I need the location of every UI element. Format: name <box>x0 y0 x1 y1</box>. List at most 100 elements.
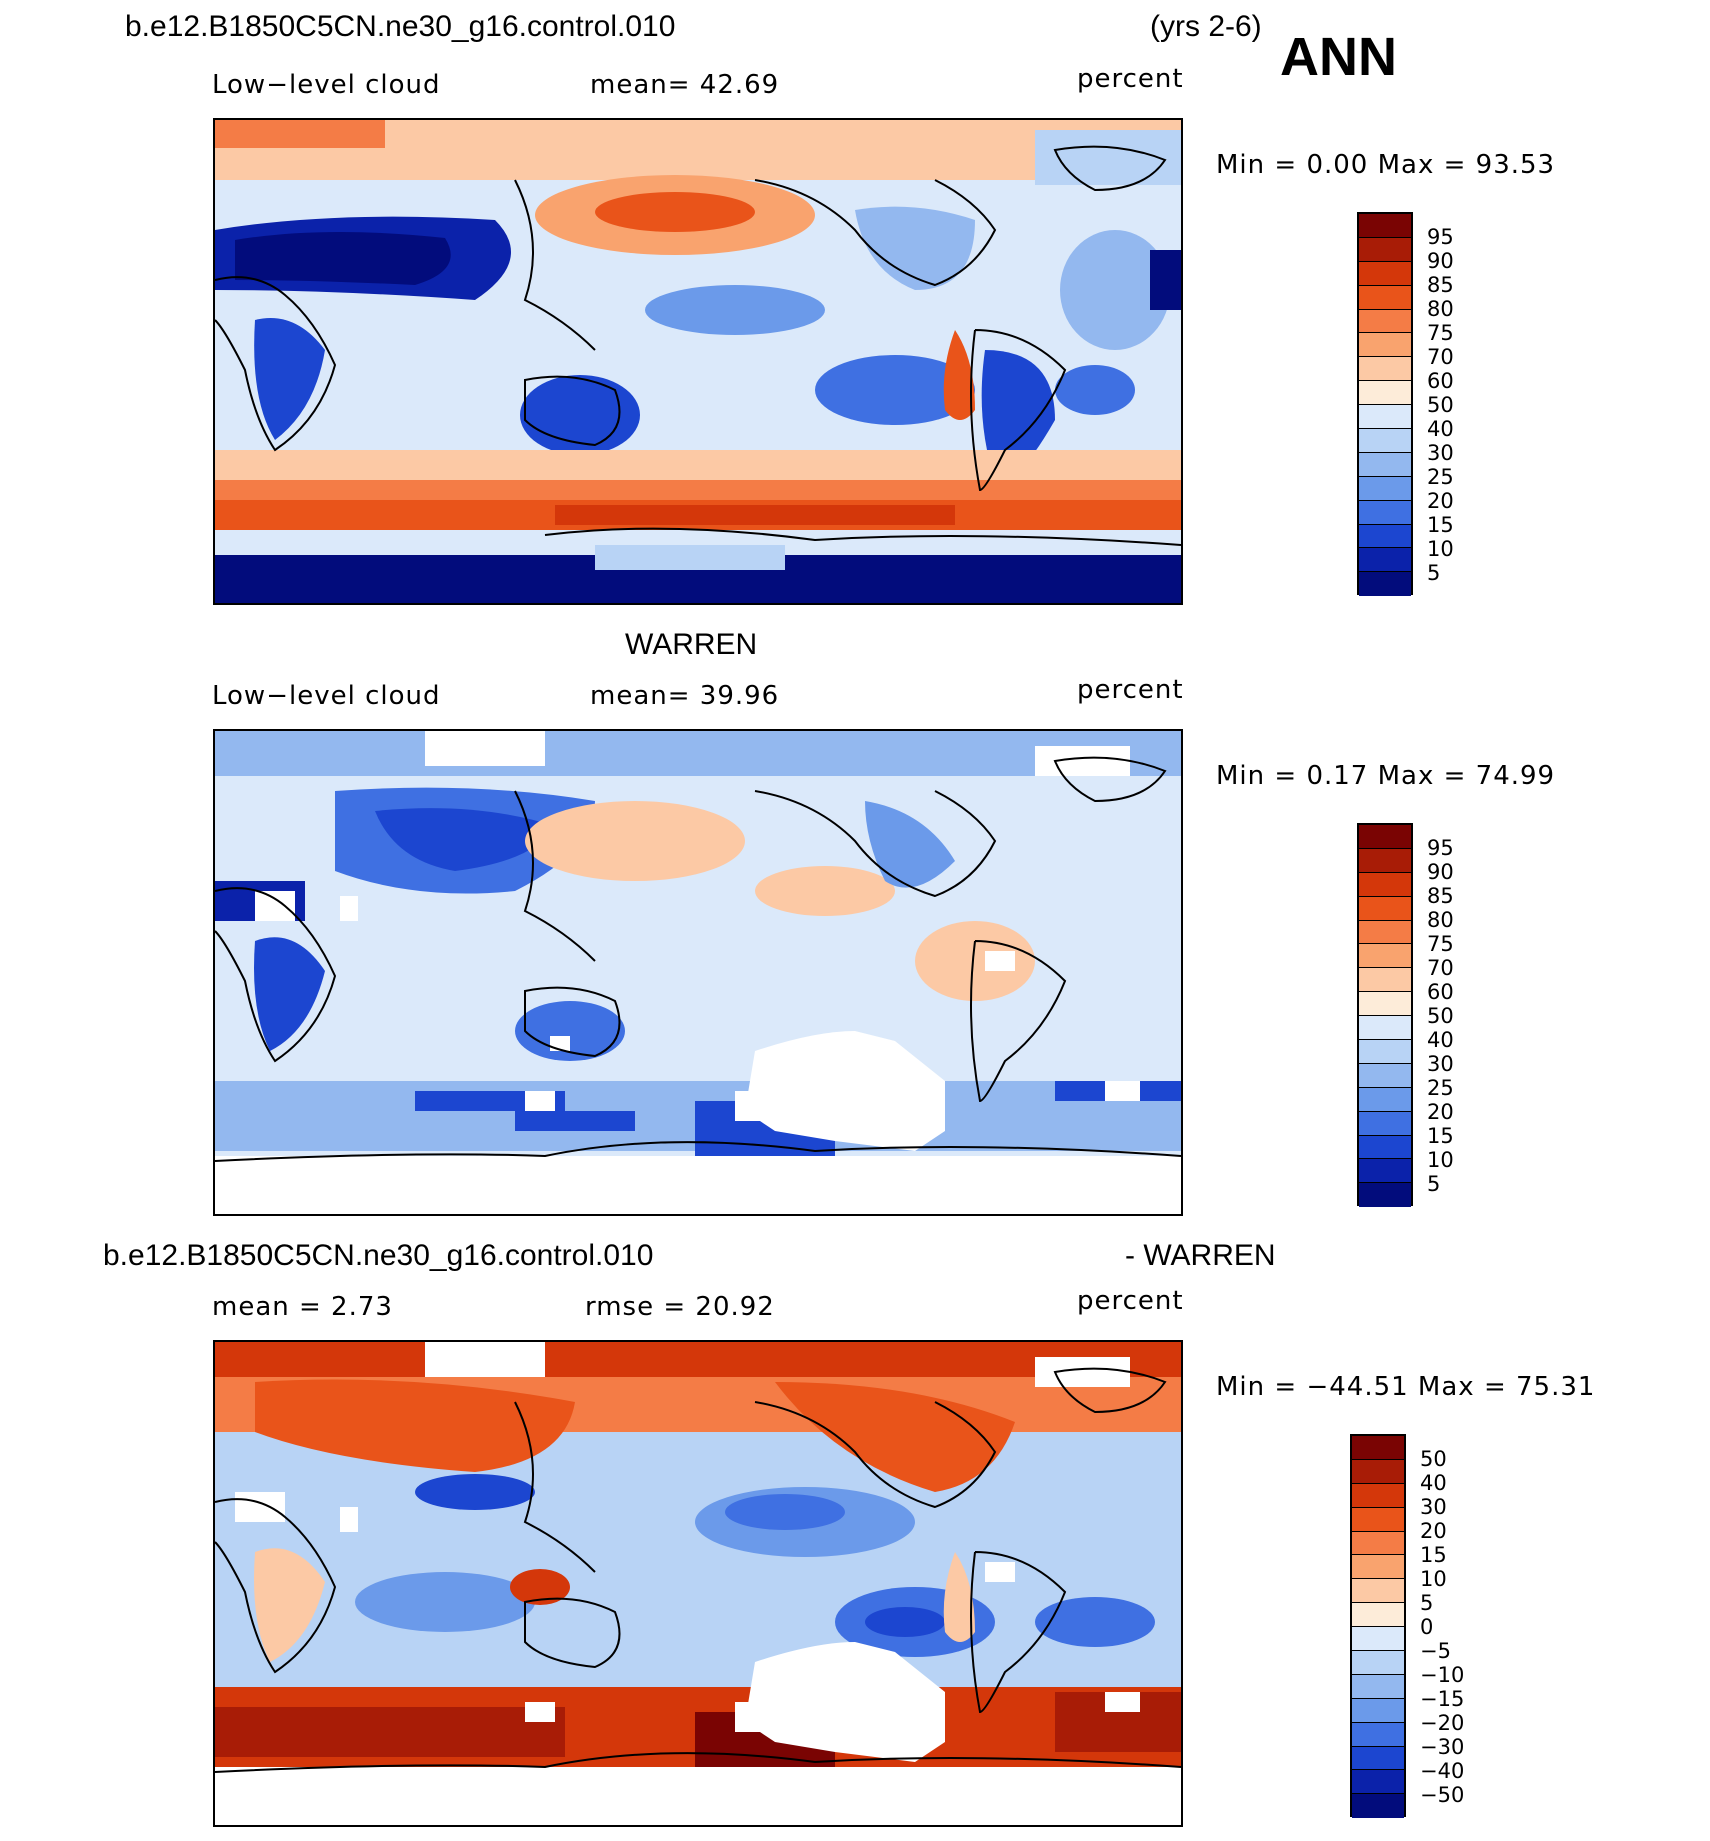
panel2-map <box>213 729 1183 1216</box>
panel2-cb-label: 40 <box>1427 1028 1454 1052</box>
panel2-colorbar <box>1357 823 1413 1208</box>
panel2-cb-label: 50 <box>1427 1004 1454 1028</box>
panel3-rmse: rmse = 20.92 <box>585 1292 775 1322</box>
panel2-colorbar-seg-7 <box>1359 992 1411 1017</box>
panel3-colorbar-seg-8 <box>1352 1627 1404 1652</box>
panel2-cb-label: 75 <box>1427 932 1454 956</box>
panel2-colorbar-seg-13 <box>1359 1135 1411 1160</box>
panel2-colorbar-seg-5 <box>1359 944 1411 969</box>
panel2-colorbar-seg-11 <box>1359 1087 1411 1112</box>
panel2-colorbar-seg-15 <box>1359 1183 1411 1208</box>
panel1-colorbar-seg-8 <box>1359 405 1411 430</box>
panel1-colorbar-seg-13 <box>1359 524 1411 549</box>
panel3-colorbar-seg-13 <box>1352 1746 1404 1771</box>
panel3-colorbar-seg-14 <box>1352 1770 1404 1795</box>
panel2-map-field <box>215 731 1181 1214</box>
panel3-cb-label: 5 <box>1420 1591 1434 1615</box>
panel1-cb-label: 90 <box>1427 249 1454 273</box>
panel1-colorbar-seg-14 <box>1359 548 1411 573</box>
panel1-cb-label: 70 <box>1427 345 1454 369</box>
case-title: b.e12.B1850C5CN.ne30_g16.control.010 <box>125 10 676 43</box>
panel3-cb-label: 20 <box>1420 1519 1447 1543</box>
panel3-map <box>213 1340 1183 1827</box>
panel2-colorbar-seg-9 <box>1359 1040 1411 1064</box>
panel3-colorbar-seg-1 <box>1352 1459 1404 1484</box>
season-title: ANN <box>1280 27 1397 87</box>
panel1-cb-label: 80 <box>1427 297 1454 321</box>
panel2-colorbar-seg-4 <box>1359 920 1411 945</box>
panel2-cb-label: 25 <box>1427 1076 1454 1100</box>
panel2-cb-label: 30 <box>1427 1052 1454 1076</box>
panel1-cb-label: 40 <box>1427 417 1454 441</box>
panel3-cb-label: −10 <box>1420 1663 1465 1687</box>
years-label: (yrs 2-6) <box>1150 10 1262 43</box>
panel1-colorbar-seg-9 <box>1359 429 1411 453</box>
panel1-variable: Low−level cloud <box>212 70 441 100</box>
panel2-units: percent <box>1077 675 1184 705</box>
panel3-cb-label: 50 <box>1420 1447 1447 1471</box>
panel3-minmax: Min = −44.51 Max = 75.31 <box>1216 1372 1596 1402</box>
panel1-colorbar <box>1357 212 1413 597</box>
panel2-colorbar-seg-12 <box>1359 1111 1411 1136</box>
panel2-colorbar-seg-6 <box>1359 968 1411 993</box>
panel1-colorbar-seg-15 <box>1359 572 1411 597</box>
panel1-colorbar-seg-7 <box>1359 381 1411 406</box>
panel2-variable: Low−level cloud <box>212 681 441 711</box>
panel1-units: percent <box>1077 64 1184 94</box>
panel2-minmax: Min = 0.17 Max = 74.99 <box>1216 761 1556 791</box>
panel3-colorbar-seg-15 <box>1352 1794 1404 1819</box>
panel2-colorbar-seg-1 <box>1359 848 1411 873</box>
panel3-colorbar-seg-3 <box>1352 1507 1404 1532</box>
panel3-cb-label: 40 <box>1420 1471 1447 1495</box>
panel3-units: percent <box>1077 1286 1184 1316</box>
panel1-minmax: Min = 0.00 Max = 93.53 <box>1216 150 1556 180</box>
panel1-cb-label: 25 <box>1427 465 1454 489</box>
panel3-colorbar-seg-12 <box>1352 1722 1404 1747</box>
panel3-colorbar <box>1350 1434 1406 1819</box>
panel3-mean: mean = 2.73 <box>212 1292 393 1322</box>
panel3-title-right: - WARREN <box>1125 1239 1276 1272</box>
panel2-cb-label: 20 <box>1427 1100 1454 1124</box>
panel1-cb-label: 5 <box>1427 561 1441 585</box>
panel2-colorbar-seg-10 <box>1359 1063 1411 1088</box>
panel1-map <box>213 118 1183 605</box>
panel3-cb-label: 0 <box>1420 1615 1434 1639</box>
panel2-colorbar-seg-0 <box>1359 825 1411 849</box>
panel3-cb-label: 30 <box>1420 1495 1447 1519</box>
panel3-map-field <box>215 1342 1181 1825</box>
panel2-colorbar-seg-2 <box>1359 872 1411 897</box>
panel1-colorbar-seg-0 <box>1359 214 1411 238</box>
panel2-cb-label: 15 <box>1427 1124 1454 1148</box>
panel3-colorbar-seg-5 <box>1352 1555 1404 1580</box>
panel3-cb-label: 15 <box>1420 1543 1447 1567</box>
panel2-colorbar-seg-14 <box>1359 1159 1411 1184</box>
panel1-cb-label: 95 <box>1427 225 1454 249</box>
panel2-cb-label: 5 <box>1427 1172 1441 1196</box>
panel1-cb-label: 15 <box>1427 513 1454 537</box>
panel1-colorbar-seg-12 <box>1359 500 1411 525</box>
panel1-cb-label: 75 <box>1427 321 1454 345</box>
panel2-cb-label: 95 <box>1427 836 1454 860</box>
panel2-title: WARREN <box>625 628 758 661</box>
panel2-cb-label: 80 <box>1427 908 1454 932</box>
panel1-colorbar-seg-2 <box>1359 261 1411 286</box>
panel1-colorbar-seg-3 <box>1359 285 1411 310</box>
panel3-colorbar-seg-7 <box>1352 1603 1404 1628</box>
panel3-cb-label: −30 <box>1420 1735 1465 1759</box>
panel1-cb-label: 85 <box>1427 273 1454 297</box>
panel1-map-field <box>215 120 1181 603</box>
panel1-cb-label: 10 <box>1427 537 1454 561</box>
panel1-colorbar-seg-11 <box>1359 476 1411 501</box>
panel2-cb-label: 85 <box>1427 884 1454 908</box>
panel3-cb-label: −15 <box>1420 1687 1465 1711</box>
panel1-cb-label: 60 <box>1427 369 1454 393</box>
panel1-colorbar-seg-10 <box>1359 452 1411 477</box>
panel3-colorbar-seg-11 <box>1352 1698 1404 1723</box>
panel1-colorbar-seg-1 <box>1359 237 1411 262</box>
panel3-cb-label: −20 <box>1420 1711 1465 1735</box>
panel2-colorbar-seg-8 <box>1359 1016 1411 1041</box>
panel3-colorbar-seg-2 <box>1352 1483 1404 1508</box>
panel3-colorbar-seg-6 <box>1352 1579 1404 1604</box>
panel3-title-left: b.e12.B1850C5CN.ne30_g16.control.010 <box>103 1239 654 1272</box>
panel2-cb-label: 90 <box>1427 860 1454 884</box>
